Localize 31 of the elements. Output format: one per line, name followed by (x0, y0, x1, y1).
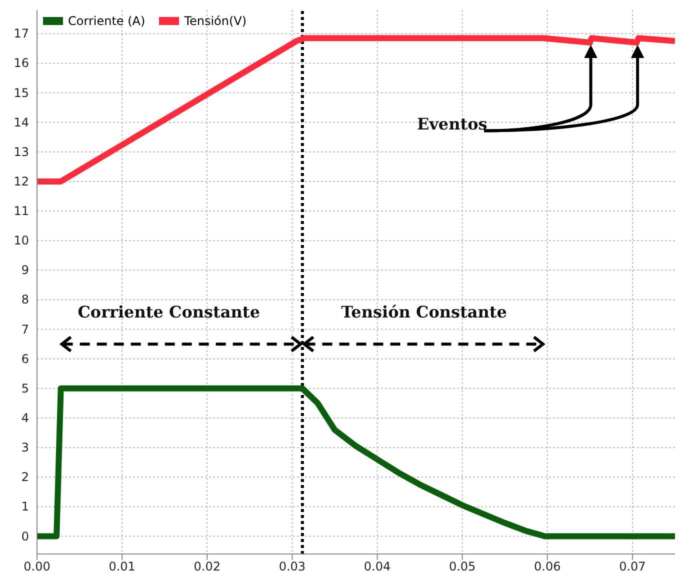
y-tick-label: 14 (14, 115, 29, 130)
y-tick-label: 6 (21, 352, 29, 366)
y-tick-label: 1 (21, 500, 29, 514)
y-tick-label: 4 (21, 411, 29, 425)
y-tick-label: 9 (21, 263, 29, 278)
y-tick-label: 0 (21, 529, 29, 544)
x-tick-label: 0.05 (448, 560, 476, 574)
annotation: Eventos (416, 114, 488, 134)
y-tick-label: 2 (21, 470, 29, 484)
annotation: Tensión Constante (341, 302, 507, 322)
legend-label: Tensión(V) (184, 14, 247, 28)
y-tick-label: 15 (14, 86, 29, 100)
y-tick-label: 7 (21, 322, 29, 336)
x-tick-label: 0.04 (364, 560, 391, 574)
x-tick-label: 0.06 (534, 560, 561, 574)
y-tick-label: 16 (14, 56, 29, 70)
y-tick-label: 8 (21, 292, 29, 307)
y-tick-label: 5 (21, 381, 29, 396)
y-tick-label: 3 (21, 440, 29, 455)
y-tick-label: 13 (14, 144, 29, 159)
x-tick-label: 0.02 (194, 560, 220, 574)
y-tick-label: 17 (14, 26, 29, 41)
legend-label: Corriente (A) (68, 14, 146, 28)
x-tick-label: 0.01 (108, 560, 136, 574)
x-tick-label: 0.03 (278, 560, 306, 574)
y-tick-label: 11 (14, 204, 29, 218)
x-tick-label: 0.00 (24, 560, 50, 574)
x-tick-label: 0.07 (619, 560, 646, 574)
y-tick-label: 12 (14, 174, 29, 188)
annotation: Corriente Constante (78, 302, 260, 322)
y-tick-label: 10 (14, 234, 29, 248)
